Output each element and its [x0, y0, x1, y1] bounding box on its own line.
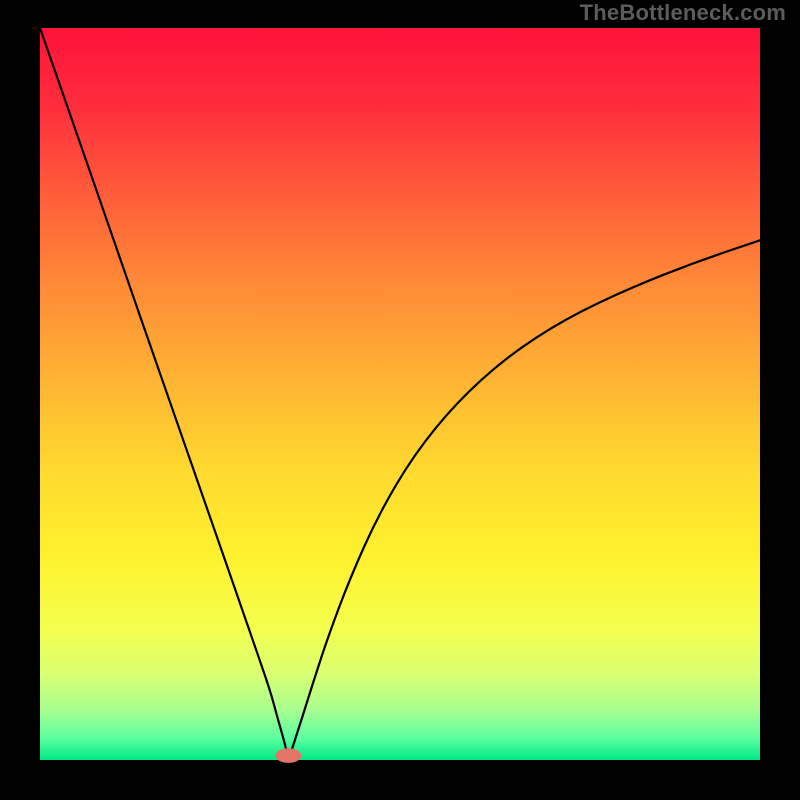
gradient-plot-area: [40, 28, 760, 760]
chart-canvas: TheBottleneck.com: [0, 0, 800, 800]
watermark-text: TheBottleneck.com: [580, 0, 786, 26]
valley-marker: [275, 748, 301, 763]
chart-svg: [0, 0, 800, 800]
